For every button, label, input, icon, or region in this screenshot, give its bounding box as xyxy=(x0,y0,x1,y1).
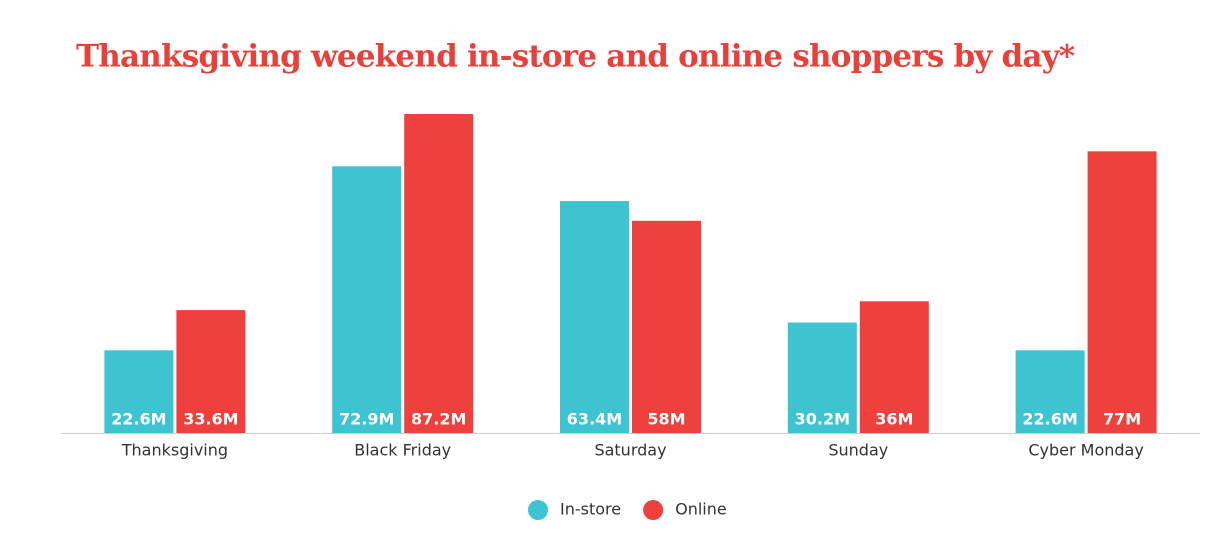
chart-title: Thanksgiving weekend in-store and online… xyxy=(76,39,1075,75)
value-label: 72.9M xyxy=(339,410,394,429)
bar xyxy=(104,350,174,433)
bar xyxy=(787,322,857,433)
bar xyxy=(560,201,629,433)
x-tick-label: Black Friday xyxy=(354,441,451,460)
value-label: 58M xyxy=(647,410,685,429)
legend-swatch xyxy=(528,500,548,520)
bar xyxy=(332,166,402,433)
value-label: 77M xyxy=(1103,410,1141,429)
x-tick-label: Thanksgiving xyxy=(121,441,228,460)
value-label: 22.6M xyxy=(111,410,166,429)
bar xyxy=(1015,350,1085,433)
value-label: 30.2M xyxy=(795,410,850,429)
x-tick-label: Cyber Monday xyxy=(1028,441,1143,460)
x-tick-label: Sunday xyxy=(828,441,888,460)
legend-label: Online xyxy=(675,500,727,519)
bar xyxy=(632,220,701,433)
bar xyxy=(176,310,246,433)
value-label: 63.4M xyxy=(567,410,622,429)
value-label: 87.2M xyxy=(411,410,466,429)
bar xyxy=(859,301,929,433)
value-label: 36M xyxy=(875,410,913,429)
value-label: 33.6M xyxy=(183,410,238,429)
legend-swatch xyxy=(643,500,664,520)
bar xyxy=(404,114,474,433)
value-label: 22.6M xyxy=(1022,410,1077,429)
x-tick-label: Saturday xyxy=(594,441,666,460)
bar xyxy=(1087,151,1157,434)
legend-label: In-store xyxy=(560,500,621,519)
